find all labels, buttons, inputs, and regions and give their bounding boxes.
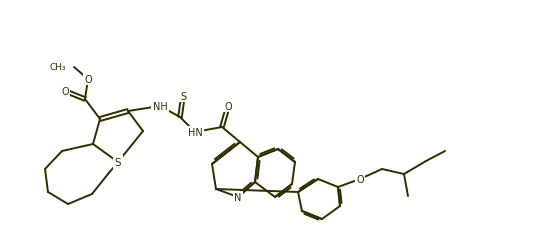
Text: O: O xyxy=(356,174,364,184)
Text: S: S xyxy=(180,92,186,102)
Text: CH₃: CH₃ xyxy=(49,62,66,71)
Text: S: S xyxy=(115,158,121,167)
Text: O: O xyxy=(61,87,69,97)
Text: O: O xyxy=(84,75,92,85)
Text: O: O xyxy=(224,102,232,112)
Text: N: N xyxy=(235,192,242,202)
Text: NH: NH xyxy=(153,102,167,112)
Text: HN: HN xyxy=(187,128,202,137)
